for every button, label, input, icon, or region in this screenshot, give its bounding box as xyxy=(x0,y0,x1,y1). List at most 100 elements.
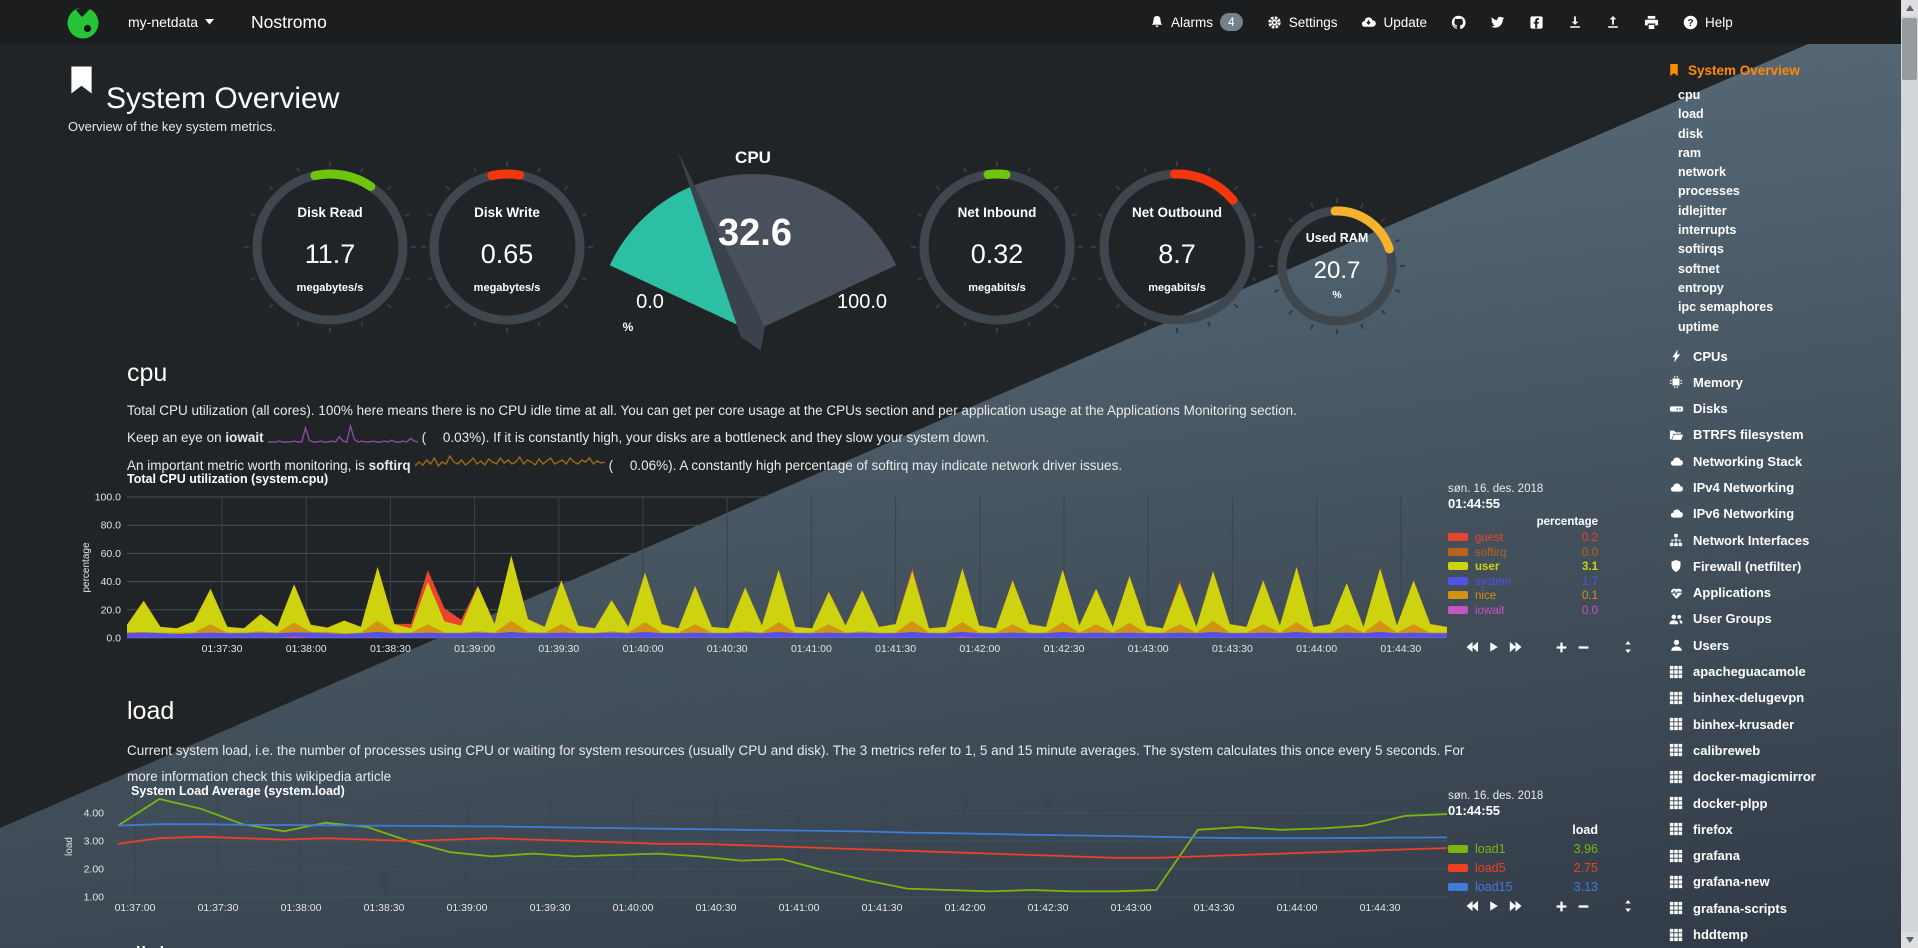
svg-text:?: ? xyxy=(1688,17,1694,28)
vertical-resize-icon[interactable] xyxy=(1622,899,1634,913)
import-icon[interactable] xyxy=(1606,15,1620,29)
twitter-icon[interactable] xyxy=(1490,15,1505,30)
sidebar-item-cpus[interactable]: CPUs xyxy=(1668,343,1896,369)
sidebar-item-disks[interactable]: Disks xyxy=(1668,395,1896,421)
cpu-section-heading: cpu xyxy=(127,358,168,387)
heartbeat-icon xyxy=(1668,586,1684,600)
sidebar-item-btrfs-filesystem[interactable]: BTRFS filesystem xyxy=(1668,422,1896,448)
sidebar-item-grafana-scripts[interactable]: grafana-scripts xyxy=(1668,895,1896,921)
sidebar-item-memory[interactable]: Memory xyxy=(1668,369,1896,395)
legend-row-system[interactable]: system 1.7 xyxy=(1448,575,1598,590)
legend-row-load5[interactable]: load5 2.75 xyxy=(1448,859,1598,878)
export-icon[interactable] xyxy=(1568,15,1582,29)
legend-row-softirq[interactable]: softirq 0.0 xyxy=(1448,546,1598,561)
legend-row-guest[interactable]: guest 0.2 xyxy=(1448,531,1598,546)
sidebar-item-label: firefox xyxy=(1693,821,1733,837)
iowait-sparkline xyxy=(267,423,418,453)
bookmark-icon xyxy=(1668,63,1680,77)
sidebar-item-label: Disks xyxy=(1693,401,1728,417)
navbar-actions: Alarms 4 Settings Update ? Help xyxy=(1150,0,1733,44)
sidebar-item-users[interactable]: Users xyxy=(1668,632,1896,658)
sidebar-item-label: Firewall (netfilter) xyxy=(1693,558,1802,574)
sidebar-subitem-processes[interactable]: processes xyxy=(1678,184,1740,199)
sidebar-item-label: Network Interfaces xyxy=(1693,532,1810,548)
sidebar-subitem-entropy[interactable]: entropy xyxy=(1678,280,1724,295)
sidebar-item-networking-stack[interactable]: Networking Stack xyxy=(1668,448,1896,474)
alarms-button[interactable]: Alarms 4 xyxy=(1150,13,1243,31)
sidebar-item-calibreweb[interactable]: calibreweb xyxy=(1668,737,1896,763)
navbar: my-netdata Nostromo Alarms 4 Settings Up… xyxy=(0,0,1918,44)
sidebar-item-firewall-netfilter-[interactable]: Firewall (netfilter) xyxy=(1668,553,1896,579)
legend-series-value: 0.0 xyxy=(1582,604,1598,617)
sidebar-subitem-disk[interactable]: disk xyxy=(1678,126,1704,141)
zoom-out-icon[interactable] xyxy=(1577,641,1590,654)
disk-section-heading: disk xyxy=(127,942,171,948)
update-button[interactable]: Update xyxy=(1361,15,1427,30)
sidebar-item-system-overview[interactable]: System Overview xyxy=(1668,58,1896,82)
sidebar-subitem-idlejitter[interactable]: idlejitter xyxy=(1678,203,1727,218)
sidebar-item-label: User Groups xyxy=(1693,611,1772,627)
legend-row-iowait[interactable]: iowait 0.0 xyxy=(1448,604,1598,619)
users-icon xyxy=(1668,612,1684,626)
sidebar-subitem-network[interactable]: network xyxy=(1678,165,1726,180)
update-label: Update xyxy=(1383,14,1428,30)
vertical-resize-icon[interactable] xyxy=(1622,640,1634,654)
sidebar-subitem-ipc-semaphores[interactable]: ipc semaphores xyxy=(1678,300,1774,315)
legend-units-header: percentage xyxy=(1536,516,1598,528)
legend-row-load1[interactable]: load1 3.96 xyxy=(1448,840,1598,859)
play-icon[interactable] xyxy=(1488,641,1500,653)
zoom-out-icon[interactable] xyxy=(1577,900,1590,913)
scrollbar-thumb[interactable] xyxy=(1902,18,1917,80)
legend-row-user[interactable]: user 3.1 xyxy=(1448,560,1598,575)
pan-backward-icon[interactable] xyxy=(1465,900,1479,912)
netdata-logo-icon[interactable] xyxy=(66,5,100,39)
sidebar-item-hddtemp[interactable]: hddtemp xyxy=(1668,921,1896,947)
sidebar-subitem-softirqs[interactable]: softirqs xyxy=(1678,242,1724,257)
zoom-in-icon[interactable] xyxy=(1555,900,1568,913)
legend-series-value: 1.7 xyxy=(1582,575,1598,588)
sidebar-item-ipv4-networking[interactable]: IPv4 Networking xyxy=(1668,474,1896,500)
sidebar-subitem-ram[interactable]: ram xyxy=(1678,145,1701,160)
sidebar-item-binhex-krusader[interactable]: binhex-krusader xyxy=(1668,711,1896,737)
legend-row-load15[interactable]: load15 3.13 xyxy=(1448,878,1598,897)
sidebar-item-ipv6-networking[interactable]: IPv6 Networking xyxy=(1668,501,1896,527)
th-icon xyxy=(1668,796,1684,810)
sidebar-item-docker-plpp[interactable]: docker-plpp xyxy=(1668,790,1896,816)
sidebar-item-binhex-delugevpn[interactable]: binhex-delugevpn xyxy=(1668,685,1896,711)
settings-button[interactable]: Settings xyxy=(1267,14,1338,30)
sidebar-subitem-uptime[interactable]: uptime xyxy=(1678,319,1719,334)
settings-label: Settings xyxy=(1288,14,1338,30)
sidebar-item-grafana-new[interactable]: grafana-new xyxy=(1668,869,1896,895)
scrollbar-up-button[interactable] xyxy=(1901,0,1918,16)
sidebar-item-label: Users xyxy=(1693,637,1730,653)
sidebar-item-apacheguacamole[interactable]: apacheguacamole xyxy=(1668,658,1896,684)
page-scrollbar[interactable] xyxy=(1901,0,1918,948)
sidebar-item-grafana[interactable]: grafana xyxy=(1668,843,1896,869)
sidebar-item-docker-magicmirror[interactable]: docker-magicmirror xyxy=(1668,764,1896,790)
zoom-in-icon[interactable] xyxy=(1555,641,1568,654)
page-title: System Overview xyxy=(106,82,340,116)
pan-forward-icon[interactable] xyxy=(1509,641,1523,653)
scrollbar-down-button[interactable] xyxy=(1901,932,1918,948)
cpu-chart-title: Total CPU utilization (system.cpu) xyxy=(127,472,329,486)
sidebar-item-network-interfaces[interactable]: Network Interfaces xyxy=(1668,527,1896,553)
github-icon[interactable] xyxy=(1451,15,1466,30)
hostname-dropdown[interactable]: my-netdata xyxy=(128,0,215,44)
help-button[interactable]: ? Help xyxy=(1683,15,1733,30)
hdd-icon xyxy=(1668,402,1684,416)
sidebar-subitem-cpu[interactable]: cpu xyxy=(1678,88,1701,102)
facebook-icon[interactable] xyxy=(1529,15,1544,30)
sidebar-subitem-interrupts[interactable]: interrupts xyxy=(1678,223,1737,238)
legend-row-nice[interactable]: nice 0.1 xyxy=(1448,589,1598,604)
sidebar-subitem-load[interactable]: load xyxy=(1678,107,1704,122)
pan-forward-icon[interactable] xyxy=(1509,900,1523,912)
pan-backward-icon[interactable] xyxy=(1465,641,1479,653)
print-icon[interactable] xyxy=(1644,15,1659,30)
play-icon[interactable] xyxy=(1488,900,1500,912)
sidebar-subitem-softnet[interactable]: softnet xyxy=(1678,261,1720,276)
sidebar-item-user-groups[interactable]: User Groups xyxy=(1668,606,1896,632)
legend-series-name: iowait xyxy=(1475,604,1505,617)
sidebar-menu: CPUs Memory Disks BTRFS filesystem Networkin… xyxy=(1668,343,1896,948)
sidebar-item-applications[interactable]: Applications xyxy=(1668,580,1896,606)
sidebar-item-firefox[interactable]: firefox xyxy=(1668,816,1896,842)
